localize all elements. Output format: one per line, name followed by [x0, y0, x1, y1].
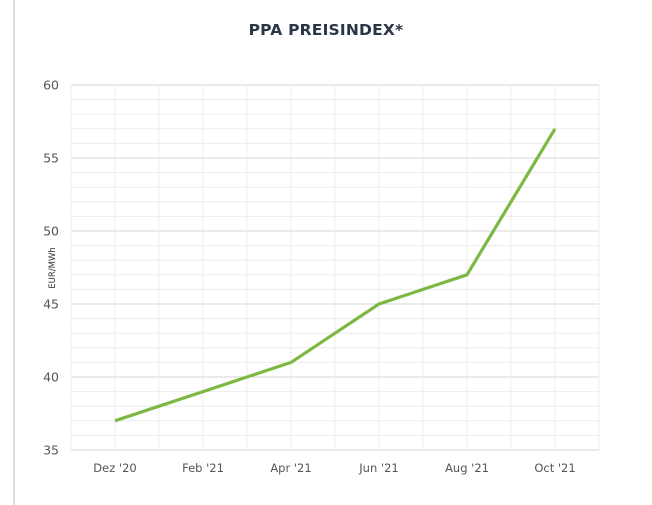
left-border — [13, 0, 15, 505]
x-tick-label: Apr '21 — [270, 461, 311, 475]
x-tick-label: Dez '20 — [93, 461, 136, 475]
y-tick-label: 60 — [43, 78, 59, 93]
data-line — [114, 127, 557, 423]
y-axis-label: EUR/MWh — [48, 247, 58, 289]
x-tick-label: Oct '21 — [534, 461, 575, 475]
x-tick-label: Feb '21 — [182, 461, 224, 475]
chart-title: PPA PREISINDEX* — [248, 21, 404, 39]
x-tick-label: Jun '21 — [358, 461, 398, 475]
y-tick-label: 45 — [43, 297, 59, 312]
x-tick-label: Aug '21 — [445, 461, 489, 475]
y-tick-label: 40 — [43, 370, 59, 385]
y-tick-label: 35 — [43, 443, 59, 458]
y-tick-label: 50 — [43, 224, 59, 239]
y-tick-label: 55 — [43, 151, 59, 166]
